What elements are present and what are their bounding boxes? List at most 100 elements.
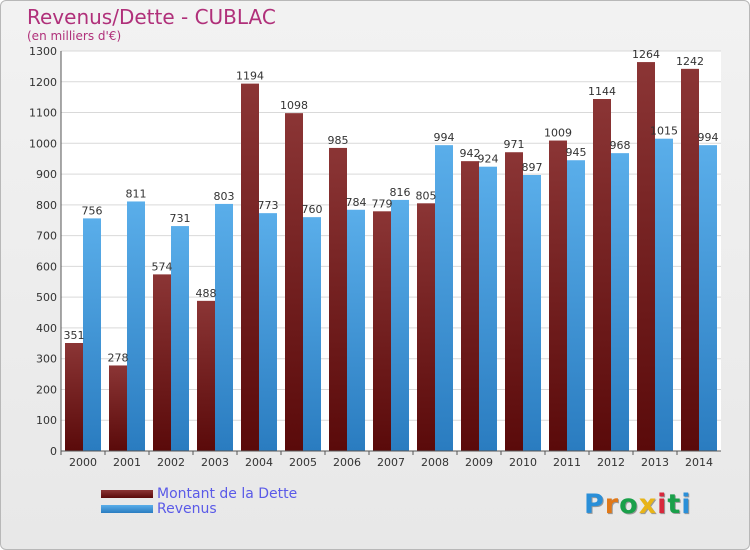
logo-letter: i bbox=[681, 489, 692, 520]
x-tick-label: 2012 bbox=[597, 456, 625, 469]
data-label-revenue: 811 bbox=[126, 187, 147, 200]
bar-debt bbox=[505, 152, 523, 451]
data-label-revenue: 756 bbox=[82, 204, 103, 217]
data-label-debt: 985 bbox=[328, 134, 349, 147]
y-tick-label: 600 bbox=[36, 260, 57, 273]
data-label-debt: 278 bbox=[108, 351, 129, 364]
x-tick-label: 2010 bbox=[509, 456, 537, 469]
data-label-debt: 488 bbox=[196, 287, 217, 300]
y-tick-label: 700 bbox=[36, 230, 57, 243]
y-tick-label: 500 bbox=[36, 291, 57, 304]
bar-revenue bbox=[215, 203, 233, 451]
data-label-revenue: 816 bbox=[390, 186, 411, 199]
data-label-revenue: 784 bbox=[346, 196, 367, 209]
legend-label-revenue: Revenus bbox=[157, 501, 217, 517]
chart-title: Revenus/Dette - CUBLAC bbox=[27, 5, 276, 29]
data-label-debt: 779 bbox=[372, 197, 393, 210]
data-label-debt: 805 bbox=[416, 189, 437, 202]
data-label-revenue: 994 bbox=[434, 131, 455, 144]
bar-revenue bbox=[83, 218, 101, 451]
data-label-revenue: 897 bbox=[522, 161, 543, 174]
x-tick-label: 2002 bbox=[157, 456, 185, 469]
x-tick-label: 2008 bbox=[421, 456, 449, 469]
data-label-revenue: 773 bbox=[258, 199, 279, 212]
logo-letter: i bbox=[657, 489, 668, 520]
bar-revenue bbox=[699, 145, 717, 451]
x-tick-label: 2001 bbox=[113, 456, 141, 469]
x-tick-label: 2007 bbox=[377, 456, 405, 469]
bar-debt bbox=[681, 68, 699, 451]
data-label-revenue: 945 bbox=[566, 146, 587, 159]
x-tick-label: 2000 bbox=[69, 456, 97, 469]
y-tick-label: 800 bbox=[36, 199, 57, 212]
y-tick-label: 1000 bbox=[29, 137, 57, 150]
y-tick-label: 100 bbox=[36, 414, 57, 427]
bar-debt bbox=[241, 83, 259, 451]
bar-debt bbox=[373, 211, 391, 451]
logo-letter: o bbox=[619, 489, 639, 520]
data-label-debt: 1242 bbox=[676, 55, 704, 68]
data-label-revenue: 731 bbox=[170, 212, 191, 225]
data-label-debt: 971 bbox=[504, 138, 525, 151]
data-label-debt: 1098 bbox=[280, 99, 308, 112]
x-tick-label: 2003 bbox=[201, 456, 229, 469]
logo-letter: P bbox=[584, 489, 605, 520]
data-label-revenue: 994 bbox=[698, 131, 719, 144]
x-tick-label: 2004 bbox=[245, 456, 273, 469]
data-label-debt: 1264 bbox=[632, 48, 660, 61]
bar-revenue bbox=[479, 166, 497, 451]
data-label-debt: 351 bbox=[64, 329, 85, 342]
bar-debt bbox=[285, 113, 303, 452]
bar-revenue bbox=[611, 153, 629, 451]
y-tick-label: 200 bbox=[36, 383, 57, 396]
proxiti-logo: Proxiti bbox=[584, 489, 692, 520]
x-tick-label: 2014 bbox=[685, 456, 713, 469]
x-tick-label: 2013 bbox=[641, 456, 669, 469]
bar-revenue bbox=[523, 175, 541, 451]
bar-debt bbox=[153, 274, 171, 451]
legend-label-debt: Montant de la Dette bbox=[157, 486, 298, 502]
data-label-revenue: 760 bbox=[302, 203, 323, 216]
data-label-revenue: 1015 bbox=[650, 125, 678, 138]
data-label-revenue: 924 bbox=[478, 153, 499, 166]
logo-letter: t bbox=[667, 489, 682, 520]
logo-letter: x bbox=[638, 489, 658, 520]
bar-revenue bbox=[303, 217, 321, 451]
bar-debt bbox=[549, 140, 567, 452]
x-tick-label: 2006 bbox=[333, 456, 361, 469]
bar-revenue bbox=[435, 145, 453, 451]
data-label-debt: 1009 bbox=[544, 127, 572, 140]
data-label-debt: 1144 bbox=[588, 85, 616, 98]
y-tick-label: 1300 bbox=[29, 45, 57, 58]
x-tick-label: 2009 bbox=[465, 456, 493, 469]
bar-debt bbox=[637, 62, 655, 451]
bar-debt bbox=[109, 365, 127, 451]
data-label-revenue: 968 bbox=[610, 139, 631, 152]
legend-swatch-debt bbox=[101, 490, 153, 498]
y-tick-label: 300 bbox=[36, 353, 57, 366]
bar-revenue bbox=[347, 209, 365, 451]
bar-debt bbox=[329, 147, 347, 451]
bar-debt bbox=[593, 99, 611, 451]
y-tick-label: 1100 bbox=[29, 107, 57, 120]
bar-revenue bbox=[567, 160, 585, 451]
x-tick-label: 2005 bbox=[289, 456, 317, 469]
bar-debt bbox=[197, 300, 215, 451]
y-tick-label: 1200 bbox=[29, 76, 57, 89]
bar-debt bbox=[417, 203, 435, 451]
data-label-debt: 574 bbox=[152, 260, 173, 273]
bar-revenue bbox=[171, 226, 189, 451]
data-label-debt: 942 bbox=[460, 147, 481, 160]
x-tick-label: 2011 bbox=[553, 456, 581, 469]
bar-revenue bbox=[655, 138, 673, 451]
legend-swatch-revenue bbox=[101, 505, 153, 513]
bar-revenue bbox=[391, 199, 409, 451]
data-label-revenue: 803 bbox=[214, 190, 235, 203]
y-tick-label: 400 bbox=[36, 322, 57, 335]
data-label-debt: 1194 bbox=[236, 70, 264, 83]
chart-subtitle: (en milliers d'€) bbox=[27, 29, 122, 43]
bar-revenue bbox=[127, 201, 145, 451]
logo-letter: r bbox=[604, 489, 620, 520]
